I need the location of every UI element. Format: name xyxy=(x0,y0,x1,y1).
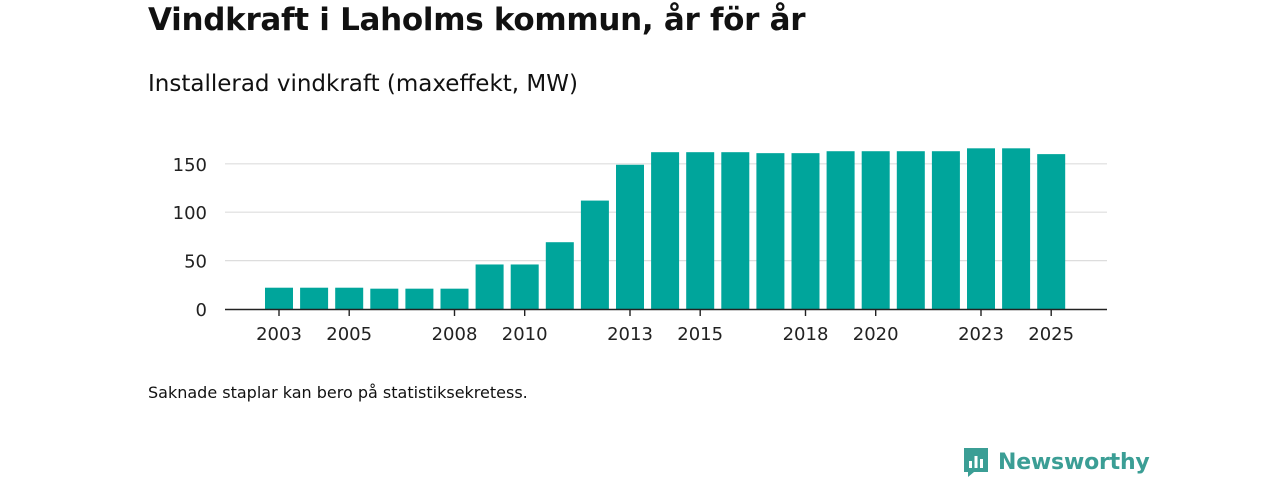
x-tick-label: 2003 xyxy=(256,324,302,345)
bar-2003 xyxy=(265,287,293,309)
newsworthy-brand[interactable]: Newsworthy xyxy=(962,446,1150,478)
bar-2018 xyxy=(791,153,820,309)
bar-2009 xyxy=(475,264,504,309)
bar-2012 xyxy=(580,200,609,309)
bar-2021 xyxy=(896,151,925,309)
y-axis-ticks: 0 50 100 150 xyxy=(173,155,207,321)
bar-2010 xyxy=(510,264,539,309)
x-tick-label: 2010 xyxy=(502,324,548,345)
bar-2006 xyxy=(370,288,399,309)
bar-2015 xyxy=(686,152,715,309)
bar-2017 xyxy=(756,153,785,309)
bars xyxy=(265,148,1066,309)
y-tick-label: 50 xyxy=(184,252,207,273)
x-axis-ticks: 2003 2005 2008 2010 2013 2015 2018 2020 2023 2025 xyxy=(256,309,1074,345)
x-tick-label: 2025 xyxy=(1028,324,1074,345)
x-tick-label: 2005 xyxy=(326,324,372,345)
footnote: Saknade staplar kan bero på statistiksek… xyxy=(148,383,528,402)
bar-2019 xyxy=(826,151,855,309)
y-tick-label: 0 xyxy=(196,300,207,321)
chart-title: Vindkraft i Laholms kommun, år för år xyxy=(148,2,806,38)
bar-2024 xyxy=(1002,148,1031,309)
chart-subtitle: Installerad vindkraft (maxeffekt, MW) xyxy=(148,71,578,97)
x-tick-label: 2023 xyxy=(958,324,1004,345)
bar-2025 xyxy=(1037,154,1066,309)
bar-2005 xyxy=(335,287,364,309)
x-tick-label: 2013 xyxy=(607,324,653,345)
bar-2023 xyxy=(967,148,995,309)
bar-2011 xyxy=(545,242,574,309)
y-tick-label: 150 xyxy=(173,155,207,176)
x-tick-label: 2015 xyxy=(677,324,723,345)
x-tick-label: 2008 xyxy=(432,324,478,345)
bar-2013 xyxy=(616,164,644,309)
bar-2008 xyxy=(440,288,469,309)
bar-2022 xyxy=(931,151,960,309)
bar-2014 xyxy=(651,152,680,309)
brand-name: Newsworthy xyxy=(998,449,1150,475)
y-tick-label: 100 xyxy=(173,203,207,224)
bar-2020 xyxy=(861,151,890,309)
bar-2007 xyxy=(405,288,434,309)
x-tick-label: 2020 xyxy=(853,324,899,345)
newsworthy-logo-icon xyxy=(964,448,988,477)
bar-2004 xyxy=(300,287,329,309)
x-tick-label: 2018 xyxy=(783,324,829,345)
bar-2016 xyxy=(721,152,750,309)
